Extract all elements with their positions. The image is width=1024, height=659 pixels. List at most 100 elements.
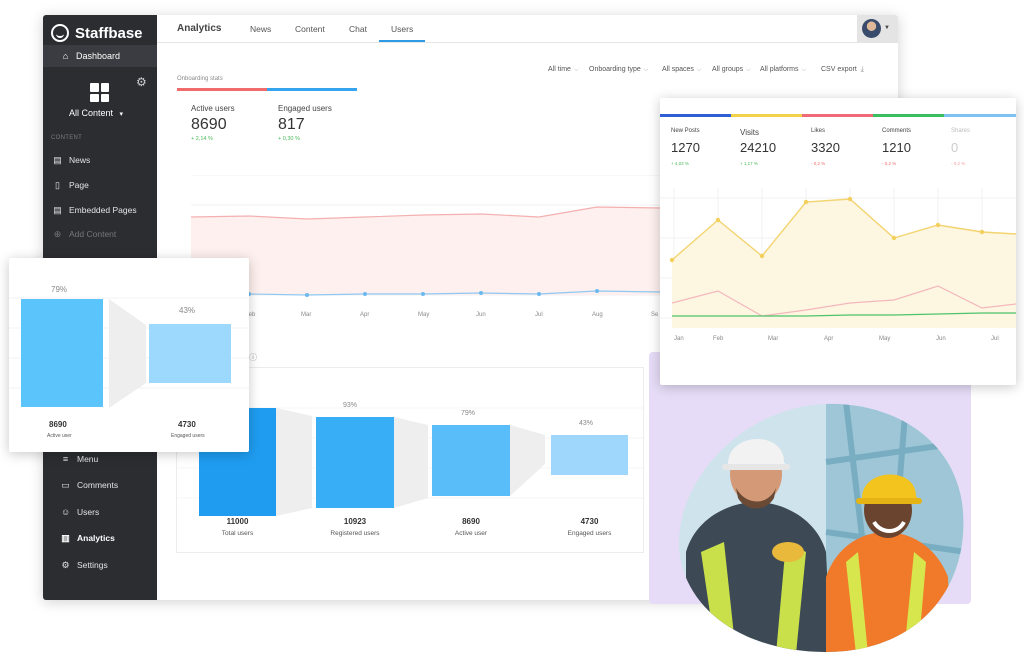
metric-value-comments: 1210 (882, 140, 911, 155)
tab-content[interactable]: Content (295, 24, 325, 34)
filter-onboarding-type[interactable]: Onboarding type ⌵ (589, 66, 648, 74)
metric-label-new-posts: New Posts (671, 128, 700, 134)
metric-label-likes: Likes (811, 128, 826, 134)
sidebar-item-label: Page (69, 180, 89, 190)
embedded-page-icon: ▤ (53, 204, 62, 215)
visits-point (759, 253, 765, 259)
visits-point (979, 229, 985, 235)
engaged-point (595, 289, 599, 293)
analytics-icon: ▥ (61, 532, 70, 543)
metric-delta-likes: - 0,2 % (811, 161, 826, 166)
apps-grid-icon (90, 83, 109, 102)
funnel-value: 10923 (343, 517, 367, 526)
newspaper-icon: ▤ (53, 154, 62, 165)
metric-value-shares: 0 (951, 140, 959, 155)
funnel-pct: 43% (579, 420, 594, 427)
sidebar-item-analytics[interactable]: ▥ Analytics (43, 528, 157, 548)
active-users-value: 8690 (191, 116, 227, 133)
home-icon: ⌂ (62, 50, 69, 61)
tab-chat[interactable]: Chat (349, 24, 367, 34)
engaged-point (537, 292, 541, 296)
visits-point (803, 199, 809, 205)
funnel-label: Active user (454, 530, 488, 537)
metric-label-visits: Visits (740, 128, 759, 137)
sidebar-item-news[interactable]: ▤ News (43, 150, 157, 170)
sidebar-item-add-content[interactable]: ⊕ Add Content (43, 224, 157, 244)
sidebar-item-dashboard[interactable]: ⌂ Dashboard (43, 45, 157, 67)
funnel-overlay-card: 79% 43% 8690 4730 Active user Engaged us… (9, 258, 249, 452)
tab-news[interactable]: News (250, 24, 272, 34)
avatar[interactable] (862, 19, 881, 38)
sidebar-item-settings[interactable]: ⚙ Settings (43, 555, 157, 575)
tab-indicator-engaged-users[interactable] (267, 88, 357, 91)
sidebar-item-page[interactable]: ▯ Page (43, 175, 157, 195)
filter-all-spaces[interactable]: All spaces ⌵ (662, 66, 701, 74)
gear-icon[interactable]: ⚙ (136, 75, 147, 89)
filter-label: All platforms (760, 66, 799, 73)
info-icon[interactable]: ⓘ (249, 353, 257, 362)
metric-tab-bar[interactable] (731, 114, 802, 117)
active-tab-indicator (379, 40, 425, 42)
filter-all-groups[interactable]: All groups ⌵ (712, 66, 751, 74)
filter-label: All groups (712, 66, 744, 73)
funnel-card-bar-engaged (149, 324, 231, 383)
onboarding-stats-label: Onboarding stats (177, 76, 223, 82)
month-label: Mar (301, 312, 311, 318)
funnel-card-pct: 43% (179, 306, 196, 315)
funnel-card-pct: 79% (51, 285, 68, 294)
chevron-down-icon: ⌵ (801, 67, 807, 73)
users-icon: ☺ (61, 506, 71, 517)
funnel-card-value: 4730 (178, 420, 196, 429)
sidebar-item-embedded-pages[interactable]: ▤ Embedded Pages (43, 200, 157, 220)
all-content-label: All Content (69, 108, 114, 118)
sidebar-item-label: Comments (77, 480, 119, 490)
metric-value-visits: 24210 (740, 140, 777, 155)
visits-point (715, 217, 721, 223)
metric-value-new-posts: 1270 (671, 140, 700, 155)
metric-delta-visits: + 1,17 % (740, 161, 758, 166)
month-label: Aug (592, 312, 603, 318)
engaged-users-delta: + 0,30 % (278, 136, 300, 142)
metric-tab-bar[interactable] (873, 114, 944, 117)
tab-indicator-active-users[interactable] (177, 88, 267, 91)
filter-all-time[interactable]: All time ⌵ (548, 66, 579, 74)
sidebar-item-users[interactable]: ☺ Users (43, 502, 157, 522)
comments-line (672, 312, 1016, 317)
caret-down-icon[interactable]: ▼ (884, 25, 890, 31)
metric-delta-shares: - 0,2 % (951, 161, 966, 166)
brand[interactable]: Staffbase (51, 21, 143, 45)
workers-photo (678, 403, 964, 652)
sidebar-item-label: Users (77, 507, 100, 517)
funnel-card-value: 8690 (49, 420, 67, 429)
month-label: Se (651, 312, 659, 318)
active-users-delta: + 2,14 % (191, 136, 213, 142)
month-label: Feb (245, 312, 256, 318)
visits-point (891, 235, 897, 241)
header: Analytics News Content Chat Users ▼ (157, 15, 898, 43)
metric-tab-bar[interactable] (660, 114, 731, 117)
visits-area (672, 199, 1016, 328)
month-label: Jun (476, 312, 486, 318)
funnel-bar-active-user (432, 425, 510, 496)
funnel-connector (510, 425, 545, 496)
sidebar-item-comments[interactable]: ▭ Comments (43, 475, 157, 495)
brand-name: Staffbase (75, 24, 143, 42)
metric-tab-bar[interactable] (802, 114, 873, 117)
metric-delta-comments: - 0,2 % (882, 161, 897, 166)
engaged-point (421, 292, 425, 296)
csv-export-button[interactable]: CSV export ⤓ (821, 66, 864, 74)
month-label: Mar (768, 336, 778, 342)
sidebar-item-menu[interactable]: ≡ Menu (43, 449, 157, 469)
all-content-dropdown[interactable]: All Content ▾ (69, 108, 123, 118)
filter-all-platforms[interactable]: All platforms ⌵ (760, 66, 806, 74)
engaged-users-value: 817 (278, 116, 305, 133)
sidebar-item-label: Dashboard (76, 51, 121, 61)
metric-tab-bar[interactable] (944, 114, 1016, 117)
active-users-line (191, 206, 661, 220)
likes-line (671, 285, 1016, 317)
active-users-area (191, 207, 661, 295)
month-label: Apr (360, 312, 369, 318)
funnel-card-label: Active user (47, 433, 72, 439)
funnel-value: 8690 (462, 517, 480, 526)
tab-users[interactable]: Users (391, 24, 414, 34)
